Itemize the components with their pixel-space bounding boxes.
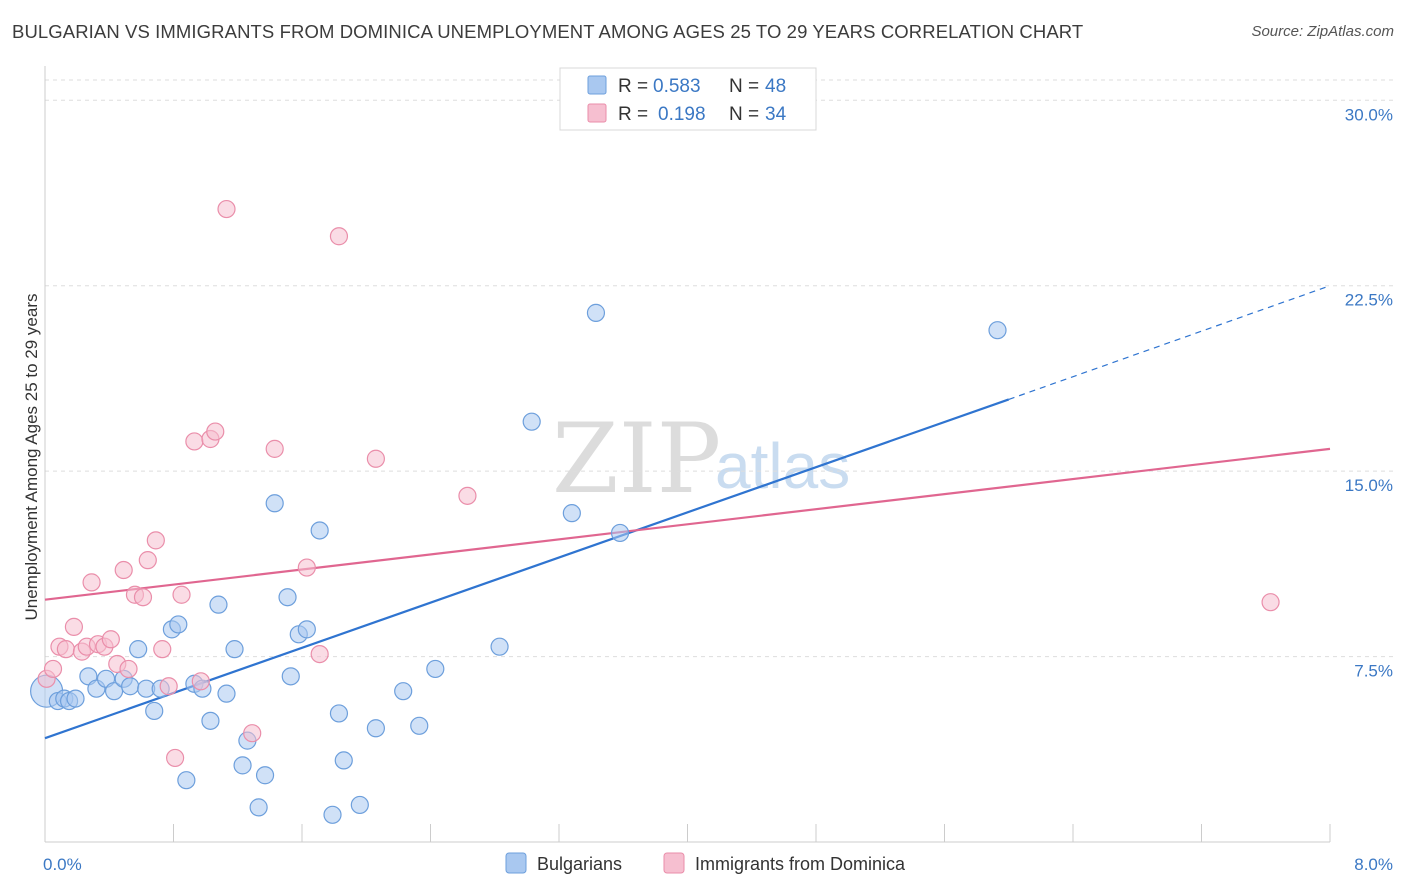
bulgarians-point-44 — [562, 504, 581, 523]
dominica-point-16 — [138, 551, 157, 570]
bulgarians-point-46 — [610, 523, 630, 543]
y-tick-label-3: 30.0% — [1345, 105, 1393, 124]
legend-r-value-2: 0.198 — [658, 104, 706, 125]
bulgarians-point-21 — [209, 595, 228, 614]
dominica-point-22 — [185, 432, 204, 451]
dominica-point-23 — [191, 672, 210, 691]
dominica-point-15 — [133, 588, 153, 607]
dominica-point-4 — [64, 617, 84, 636]
legend-r-label-1: R = — [618, 76, 648, 97]
grid-lines — [45, 79, 1395, 658]
watermark-atlas: atlas — [715, 430, 850, 502]
bulgarians-trend-extension — [1008, 285, 1331, 400]
bulgarians-point-10 — [121, 677, 140, 696]
bulgarians-point-45 — [586, 303, 606, 322]
legend-n-label-2: N = — [729, 104, 759, 125]
legend-r-label-2: R = — [618, 104, 648, 125]
bottom-legend-label-dominica: Immigrants from Dominica — [695, 854, 906, 874]
dominica-trend-line — [44, 447, 1331, 601]
bulgarians-point-35 — [329, 704, 349, 723]
bulgarians-point-40 — [410, 716, 429, 735]
legend-swatch-bulgarians — [587, 75, 607, 95]
dominica-point-7 — [82, 573, 101, 592]
bulgarians-point-34 — [323, 805, 342, 824]
bulgarians-point-33 — [310, 521, 329, 540]
dominica-point-19 — [159, 677, 178, 696]
dominica-point-17 — [146, 531, 165, 550]
dominica-point-18 — [153, 640, 172, 659]
bulgarians-point-17 — [177, 771, 196, 790]
y-tick-label-1: 15.0% — [1345, 476, 1393, 495]
dominica-point-12 — [114, 560, 133, 580]
dominica-point-29 — [297, 558, 316, 577]
dominica-point-28 — [265, 439, 284, 458]
y-tick-label-0: 7.5% — [1354, 662, 1393, 681]
dominica-point-31 — [329, 227, 349, 246]
legend-swatch-dominica — [587, 103, 607, 123]
dominica-point-13 — [119, 659, 138, 679]
dominica-point-34 — [1261, 593, 1280, 612]
bulgarians-point-23 — [225, 640, 244, 659]
bulgarians-point-43 — [522, 412, 541, 431]
watermark-zip: ZIP — [552, 403, 721, 515]
dominica-point-1 — [43, 659, 63, 679]
tick-labels: 7.5% 15.0% 22.5% 30.0% 0.0% 8.0% — [43, 105, 1393, 874]
bulgarians-point-16 — [169, 615, 188, 634]
x-tick-label-1: 8.0% — [1354, 855, 1393, 874]
dominica-point-32 — [366, 449, 385, 468]
legend-n-value-1: 48 — [765, 76, 786, 97]
bulgarians-point-4 — [66, 689, 85, 708]
y-tick-label-2: 22.5% — [1345, 291, 1393, 310]
bulgarians-point-32 — [297, 620, 316, 639]
bulgarians-point-42 — [490, 637, 509, 656]
dominica-point-25 — [206, 422, 225, 441]
bulgarians-point-27 — [255, 766, 275, 785]
bulgarians-point-29 — [278, 588, 297, 607]
chart-source: Source: ZipAtlas.com — [1251, 23, 1394, 40]
x-tick-label-0: 0.0% — [43, 855, 82, 874]
bulgarians-point-13 — [145, 701, 164, 721]
dominica-point-33 — [458, 486, 477, 505]
bulgarians-point-26 — [249, 798, 268, 817]
bottom-legend-label-bulgarians: Bulgarians — [537, 854, 622, 874]
legend-n-value-2: 34 — [765, 104, 787, 125]
data-points — [30, 199, 1280, 824]
bulgarians-point-39 — [394, 682, 413, 701]
stats-legend: R = 0.583 N = 48 R = 0.198 N = 34 — [559, 67, 817, 131]
chart-title: BULGARIAN VS IMMIGRANTS FROM DOMINICA UN… — [12, 21, 1084, 42]
bulgarians-point-36 — [334, 751, 353, 770]
bulgarians-point-28 — [265, 494, 284, 513]
dominica-point-26 — [217, 199, 236, 219]
axes — [44, 66, 1331, 843]
dominica-point-30 — [310, 644, 329, 664]
series-legend: Bulgarians Immigrants from Dominica — [505, 852, 906, 874]
trend-lines — [44, 285, 1331, 740]
bulgarians-point-24 — [233, 756, 252, 775]
dominica-point-20 — [166, 748, 185, 768]
bottom-legend-swatch-dominica — [663, 852, 685, 874]
bulgarians-point-30 — [281, 667, 300, 686]
bulgarians-point-11 — [129, 640, 148, 659]
bulgarians-point-37 — [350, 795, 369, 815]
bottom-legend-swatch-bulgarians — [505, 852, 527, 874]
dominica-point-3 — [56, 640, 75, 659]
dominica-point-21 — [172, 585, 191, 604]
legend-n-label-1: N = — [729, 76, 759, 97]
dominica-point-27 — [243, 724, 262, 743]
bulgarians-point-22 — [217, 684, 236, 703]
bulgarians-point-41 — [426, 659, 445, 679]
dominica-point-10 — [101, 630, 120, 649]
bulgarians-point-20 — [201, 711, 220, 730]
bulgarians-point-47 — [988, 321, 1007, 340]
legend-r-value-1: 0.583 — [653, 76, 701, 97]
bulgarians-point-38 — [366, 719, 385, 738]
y-axis-label: Unemployment Among Ages 25 to 29 years — [22, 294, 41, 621]
